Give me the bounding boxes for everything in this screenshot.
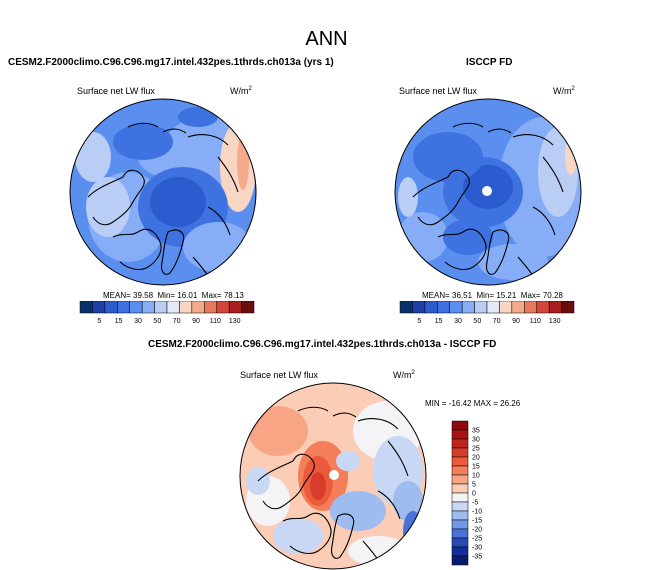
diff-colorbar-tick-label: 5 (472, 482, 476, 489)
main-title: ANN (305, 28, 348, 50)
obs-colorbar-swatch (474, 301, 488, 314)
model-colorbar-tick-label: 90 (192, 318, 200, 325)
diff-colorbar-swatch (451, 483, 469, 494)
obs-colorbar-tick-label: 15 (435, 318, 443, 325)
diff-colorbar-tick-label: -25 (472, 536, 482, 543)
model-colorbar-tick-label: 130 (229, 318, 241, 325)
diff-colorbar-swatch (451, 528, 469, 539)
diff-colorbar-swatch (451, 510, 469, 521)
obs-colorbar-swatch (449, 301, 463, 314)
model-colorbar-swatch (79, 301, 93, 314)
obs-colorbar-swatch (536, 301, 550, 314)
obs-colorbar-tick-label: 90 (512, 318, 520, 325)
obs-colorbar: 5 15 30 50 70 90 110 130 (399, 301, 575, 325)
diff-colorbar-swatch (451, 456, 469, 467)
diff-colorbar-swatch (451, 474, 469, 485)
obs-variable-label: Surface net LW flux (399, 86, 477, 96)
diff-variable-label: Surface net LW flux (240, 370, 318, 380)
diff-colorbar-tick-label: -15 (472, 518, 482, 525)
obs-units-label: W/m2 (553, 86, 575, 96)
diff-pole-mask (329, 470, 339, 480)
model-colorbar-swatch (216, 301, 230, 314)
obs-colorbar-tick-label: 5 (417, 318, 421, 325)
model-colorbar-swatch (179, 301, 193, 314)
obs-colorbar-tick-label: 130 (549, 318, 561, 325)
diff-colorbar: 35 30 25 20 15 10 5 0 -5 -10 -15 -20 -25 -30 -35 (451, 420, 482, 566)
obs-colorbar-swatch (412, 301, 426, 314)
diff-units-label: W/m2 (393, 370, 415, 380)
diff-colorbar-tick-label: 10 (472, 473, 480, 480)
obs-colorbar-tick-label: 110 (530, 318, 541, 325)
diff-colorbar-swatch (451, 546, 469, 557)
diff-colorbar-swatch (451, 519, 469, 530)
model-colorbar-swatch (154, 301, 168, 314)
model-colorbar-tick-label: 110 (210, 318, 221, 325)
model-colorbar-swatch (241, 301, 255, 314)
model-units-label: W/m2 (230, 86, 252, 96)
model-colorbar-tick-label: 50 (153, 318, 161, 325)
diff-colorbar-tick-label: -5 (472, 500, 478, 507)
diff-colorbar-tick-label: -10 (472, 509, 482, 516)
diff-colorbar-tick-label: -35 (472, 554, 482, 561)
obs-colorbar-tick-label: 50 (473, 318, 481, 325)
model-colorbar-tick-label: 15 (115, 318, 123, 325)
obs-pole-mask (482, 186, 492, 196)
diff-colorbar-swatch (451, 447, 469, 458)
diff-colorbar-swatch (451, 492, 469, 503)
diff-colorbar-tick-label: 20 (472, 455, 480, 462)
model-colorbar-tick-label: 5 (97, 318, 101, 325)
model-colorbar-swatch (104, 301, 118, 314)
model-colorbar-swatch (228, 301, 242, 314)
diff-colorbar-tick-label: 35 (472, 428, 480, 435)
diff-colorbar-tick-label: -20 (472, 527, 482, 534)
model-colorbar-swatch (166, 301, 180, 314)
model-colorbar-swatch (92, 301, 106, 314)
obs-colorbar-swatch (437, 301, 450, 314)
obs-colorbar-swatch (548, 301, 562, 314)
diff-colorbar-swatch (451, 438, 469, 449)
diff-colorbar-swatch (451, 420, 469, 431)
diff-colorbar-tick-label: 25 (472, 446, 480, 453)
obs-colorbar-tick-label: 70 (493, 318, 501, 325)
obs-colorbar-swatch (399, 301, 413, 314)
diff-colorbar-tick-label: 15 (472, 464, 480, 471)
model-polar-map (69, 98, 257, 286)
obs-colorbar-swatch (524, 301, 537, 314)
diff-colorbar-tick-label: 30 (472, 437, 480, 444)
obs-colorbar-tick-label: 30 (454, 318, 462, 325)
diff-stats: MIN = -16.42 MAX = 26.26 (425, 399, 521, 408)
diff-colorbar-swatch (451, 537, 469, 548)
diff-colorbar-swatch (451, 429, 469, 440)
diff-colorbar-swatch (451, 555, 469, 566)
obs-colorbar-swatch (511, 301, 525, 314)
obs-stats: MEAN= 36.51 Min= 15.21 Max= 70.28 (422, 291, 563, 300)
obs-colorbar-swatch (424, 301, 438, 314)
obs-case-title: ISCCP FD (466, 57, 513, 68)
model-colorbar-swatch (204, 301, 217, 314)
diff-polar-map (239, 382, 427, 570)
model-colorbar: 5 15 30 50 70 90 110 130 (79, 301, 255, 325)
obs-polar-map (394, 98, 582, 286)
model-stats: MEAN= 39.58 Min= 16.01 Max= 78.13 (103, 291, 244, 300)
diff-colorbar-tick-label: -30 (472, 545, 482, 552)
model-colorbar-swatch (129, 301, 143, 314)
model-colorbar-tick-label: 70 (173, 318, 181, 325)
model-variable-label: Surface net LW flux (77, 86, 155, 96)
diff-colorbar-swatch (451, 501, 469, 512)
obs-colorbar-swatch (486, 301, 500, 314)
diff-colorbar-swatch (451, 465, 469, 476)
obs-colorbar-swatch (499, 301, 513, 314)
model-colorbar-swatch (141, 301, 155, 314)
diff-case-title: CESM2.F2000climo.C96.C96.mg17.intel.432p… (148, 339, 497, 350)
diff-colorbar-tick-label: 0 (472, 491, 476, 498)
model-case-title: CESM2.F2000climo.C96.C96.mg17.intel.432p… (8, 57, 334, 68)
model-colorbar-swatch (117, 301, 130, 314)
obs-colorbar-swatch (461, 301, 475, 314)
model-colorbar-swatch (191, 301, 205, 314)
obs-colorbar-swatch (561, 301, 575, 314)
model-colorbar-tick-label: 30 (134, 318, 142, 325)
